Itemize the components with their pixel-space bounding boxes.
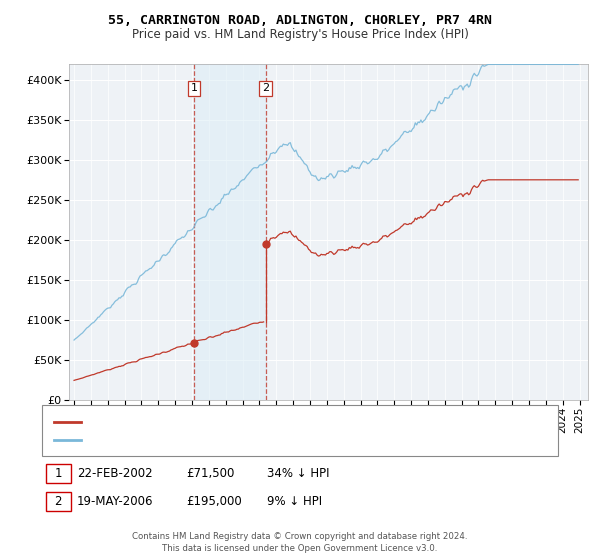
Text: 1: 1 <box>191 83 198 94</box>
Text: £71,500: £71,500 <box>186 467 235 480</box>
Text: 34% ↓ HPI: 34% ↓ HPI <box>267 467 329 480</box>
Text: 55, CARRINGTON ROAD, ADLINGTON, CHORLEY, PR7 4RN (detached house): 55, CARRINGTON ROAD, ADLINGTON, CHORLEY,… <box>87 417 501 427</box>
Text: Price paid vs. HM Land Registry's House Price Index (HPI): Price paid vs. HM Land Registry's House … <box>131 28 469 41</box>
Text: 55, CARRINGTON ROAD, ADLINGTON, CHORLEY, PR7 4RN: 55, CARRINGTON ROAD, ADLINGTON, CHORLEY,… <box>108 14 492 27</box>
Text: Contains HM Land Registry data © Crown copyright and database right 2024.
This d: Contains HM Land Registry data © Crown c… <box>132 532 468 553</box>
Bar <box>194 64 266 400</box>
Text: 22-FEB-2002: 22-FEB-2002 <box>77 467 152 480</box>
Text: HPI: Average price, detached house, Chorley: HPI: Average price, detached house, Chor… <box>87 435 331 445</box>
Text: 19-MAY-2006: 19-MAY-2006 <box>77 495 154 508</box>
Text: 1: 1 <box>55 467 62 480</box>
Text: £195,000: £195,000 <box>186 495 242 508</box>
Text: 2: 2 <box>55 495 62 508</box>
Text: 2: 2 <box>262 83 269 94</box>
Text: 9% ↓ HPI: 9% ↓ HPI <box>267 495 322 508</box>
